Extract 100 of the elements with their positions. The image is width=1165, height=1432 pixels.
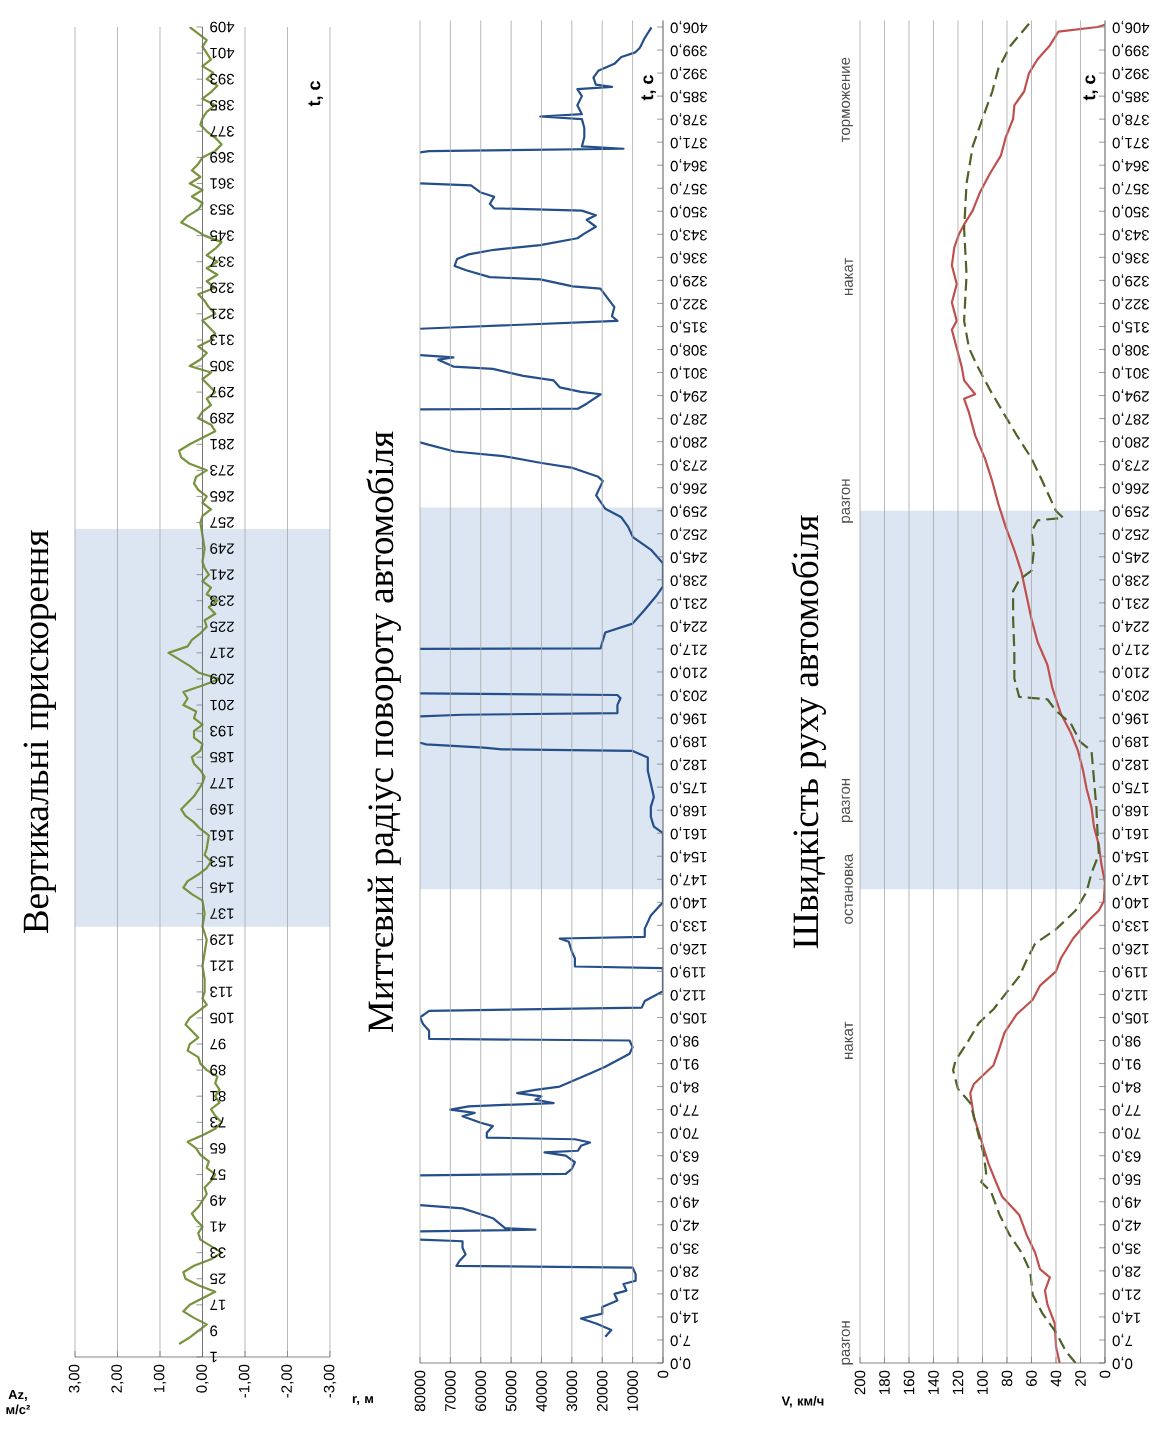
y-tick-label: 259,0 xyxy=(1112,504,1149,517)
x-tick-label: 80000 xyxy=(414,1370,426,1412)
y-tick-label: 189,0 xyxy=(1112,734,1149,748)
y-tick-label: 161,0 xyxy=(1112,827,1149,840)
y-tick-label: 196,0 xyxy=(670,711,707,725)
y-tick-label: 42,0 xyxy=(670,1218,699,1231)
y-tick-label: 17 xyxy=(210,1299,226,1310)
y-tick-label: 133,0 xyxy=(1112,919,1149,932)
y-tick-label: 154,0 xyxy=(670,850,707,863)
y-tick-label: 233 xyxy=(210,595,234,607)
x-tick-label: 20 xyxy=(1075,1370,1086,1386)
y-axis-title: t, с xyxy=(1083,75,1098,101)
y-tick-label: 371,0 xyxy=(670,135,708,149)
x-tick-label: 1,00 xyxy=(153,1364,167,1393)
y-tick-label: 399,0 xyxy=(1112,43,1150,57)
text: накат xyxy=(844,257,853,296)
y-tick-label: 161,0 xyxy=(670,827,707,840)
x-tick-label: 140 xyxy=(928,1370,939,1394)
y-tick-label: 280,0 xyxy=(670,435,707,448)
y-tick-label: 361 xyxy=(210,178,235,189)
y-tick-label: 245,0 xyxy=(1112,550,1149,563)
y-tick-label: 289 xyxy=(210,412,234,424)
y-tick-label: 182,0 xyxy=(670,757,707,771)
y-tick-label: 175,0 xyxy=(670,780,707,794)
y-axis-title: t, с xyxy=(641,75,656,101)
x-tick-label: 50000 xyxy=(505,1370,517,1412)
y-tick-label: 14,0 xyxy=(670,1310,699,1324)
y-tick-label: 401 xyxy=(210,47,235,59)
y-tick-label: 301,0 xyxy=(1112,366,1150,379)
y-tick-label: 259,0 xyxy=(670,504,707,517)
y-tick-label: 121 xyxy=(210,960,234,972)
y-tick-label: 225 xyxy=(210,621,234,633)
y-tick-label: 154,0 xyxy=(1112,850,1149,863)
text: разгон xyxy=(841,479,853,523)
y-tick-label: 140,0 xyxy=(1112,896,1149,909)
text: торможение xyxy=(841,57,853,143)
y-tick-label: 266,0 xyxy=(1112,481,1149,494)
y-tick-label: 287,0 xyxy=(1112,412,1149,425)
y-tick-label: 126,0 xyxy=(1112,942,1149,955)
y-tick-label: 336,0 xyxy=(1112,251,1150,264)
y-tick-label: 224,0 xyxy=(670,619,707,633)
x-tick-label: -1,00 xyxy=(238,1364,252,1398)
text: Швидкість руху автомобіля xyxy=(791,515,826,949)
y-tick-label: 364,0 xyxy=(670,159,708,172)
y-tick-label: 49 xyxy=(210,1195,226,1206)
y-tick-label: 112,0 xyxy=(1112,988,1148,1001)
y-tick-label: 329 xyxy=(210,282,235,294)
y-tick-label: 175,0 xyxy=(1112,780,1149,794)
y-tick-label: 378,0 xyxy=(670,112,708,126)
x-axis-title: V, км/ч xyxy=(781,1396,824,1408)
y-tick-label: 137 xyxy=(210,908,234,919)
x-tick-label: 3,00 xyxy=(68,1364,82,1393)
x-tick-label: 40000 xyxy=(536,1370,547,1412)
y-tick-label: 49,0 xyxy=(1112,1195,1141,1208)
y-tick-label: 322,0 xyxy=(670,297,708,310)
y-tick-label: 371,0 xyxy=(1112,135,1150,149)
x-axis-title: r, м xyxy=(352,1396,373,1406)
y-tick-label: 63,0 xyxy=(670,1149,699,1162)
y-tick-label: 133,0 xyxy=(670,919,707,932)
y-tick-label: 265 xyxy=(210,491,234,502)
y-tick-label: 126,0 xyxy=(670,942,707,955)
y-tick-label: 329,0 xyxy=(670,274,708,287)
x-tick-label: 0,00 xyxy=(196,1364,209,1393)
y-tick-label: 209 xyxy=(210,673,234,685)
y-tick-label: 41 xyxy=(210,1221,226,1232)
y-tick-label: 185 xyxy=(210,751,234,763)
y-tick-label: 105,0 xyxy=(670,1011,707,1024)
y-tick-label: 49,0 xyxy=(670,1195,699,1208)
y-tick-label: 378,0 xyxy=(1112,112,1150,126)
y-tick-label: 33 xyxy=(210,1247,226,1258)
x-tick-label: -3,00 xyxy=(323,1364,337,1398)
y-axis-title: t, с xyxy=(308,81,323,107)
text: остановка xyxy=(844,853,853,924)
y-tick-label: 357,0 xyxy=(670,182,708,195)
y-tick-label: 273,0 xyxy=(1112,458,1149,471)
y-tick-label: 77,0 xyxy=(1112,1103,1141,1116)
y-tick-label: 321 xyxy=(210,308,235,320)
y-tick-label: 245,0 xyxy=(670,550,707,563)
text: Миттєвий радіус повороту автомобіля xyxy=(366,431,401,1033)
y-tick-label: 238,0 xyxy=(1112,573,1149,587)
y-tick-label: 189,0 xyxy=(670,734,707,748)
y-tick-label: 35,0 xyxy=(1112,1241,1141,1255)
y-tick-label: 147,0 xyxy=(1112,873,1149,886)
y-tick-label: 315,0 xyxy=(670,320,708,333)
y-tick-label: 231,0 xyxy=(1112,596,1149,610)
x-tick-label: 30000 xyxy=(566,1370,578,1412)
y-tick-label: 57 xyxy=(210,1169,226,1180)
text: Вертикальні прискорення xyxy=(23,530,56,934)
y-tick-label: 385 xyxy=(210,99,235,111)
y-tick-label: 0,0 xyxy=(670,1356,691,1370)
text: разгон xyxy=(841,1321,853,1365)
x-tick-label: 40 xyxy=(1050,1370,1062,1387)
y-tick-label: 65 xyxy=(210,1143,226,1154)
y-tick-label: 224,0 xyxy=(1112,619,1149,633)
y-tick-label: 297 xyxy=(210,386,234,398)
y-tick-label: 91,0 xyxy=(670,1057,699,1070)
y-tick-label: 147,0 xyxy=(670,873,707,886)
y-tick-label: 409 xyxy=(210,21,235,33)
x-tick-label: 70000 xyxy=(445,1370,456,1411)
y-tick-label: 210,0 xyxy=(1112,665,1149,679)
